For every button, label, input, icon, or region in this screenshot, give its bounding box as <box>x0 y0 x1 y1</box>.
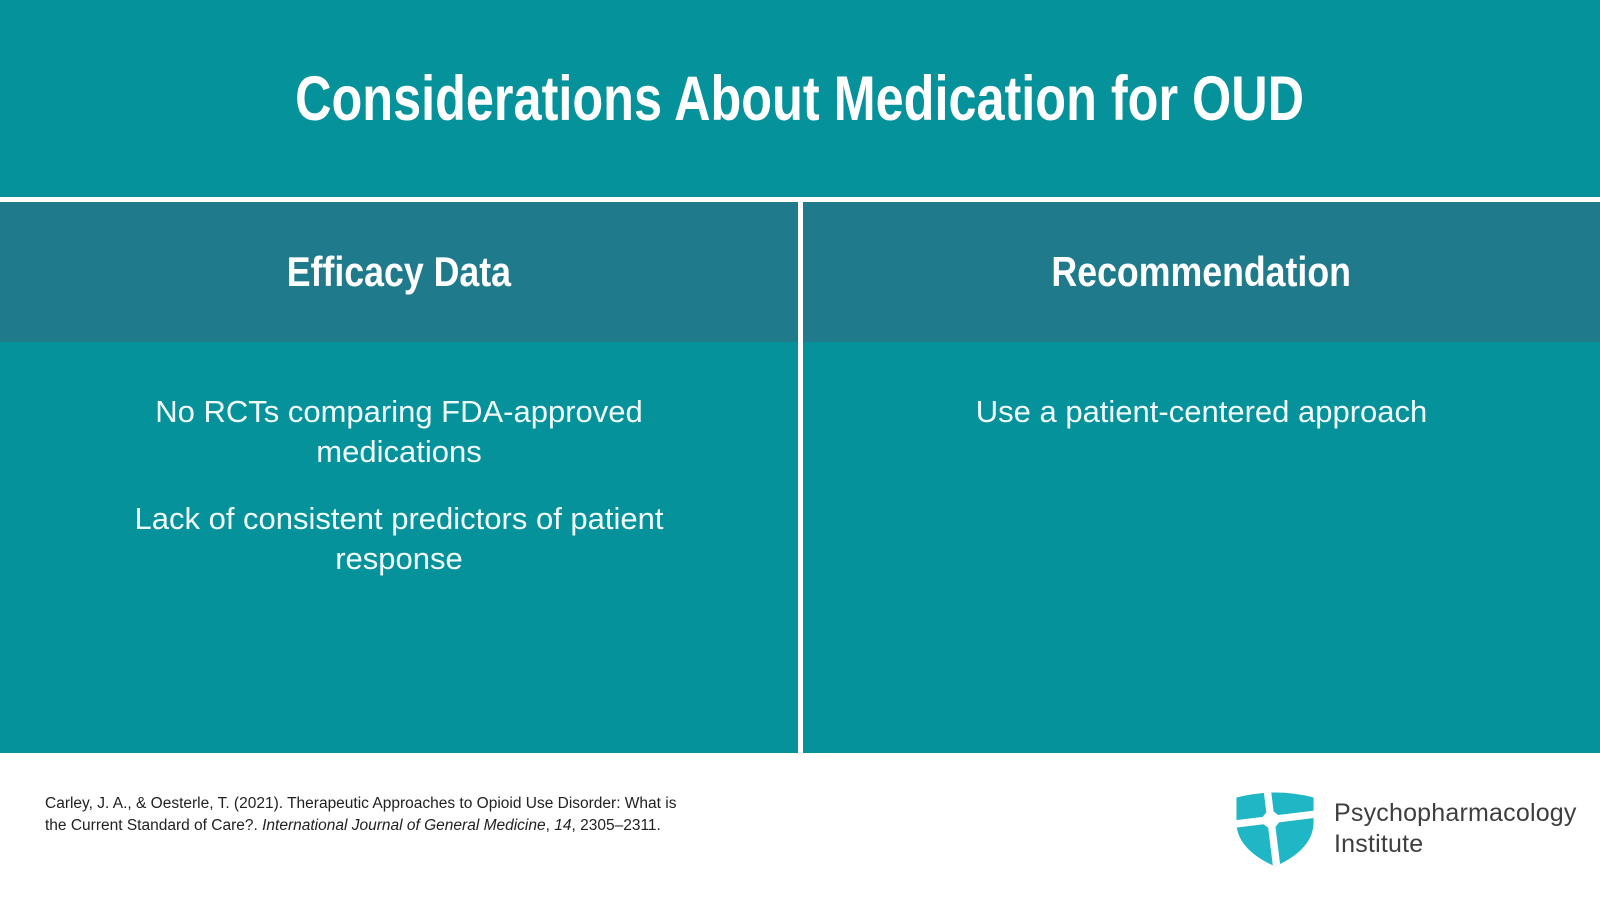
column-divider <box>798 202 803 753</box>
table-column-recommendation: Recommendation Use a patient-centered ap… <box>803 202 1600 753</box>
organization-logo: Psychopharmacology Institute <box>1234 785 1577 869</box>
table-cell-efficacy-data: No RCTs comparing FDA-approved medicatio… <box>0 342 798 753</box>
citation-line-2-plain: the Current Standard of Care?. <box>45 817 263 834</box>
efficacy-item-1-line-2: medications <box>316 434 482 470</box>
shield-cross-icon <box>1236 792 1314 867</box>
citation-separator: , <box>545 817 555 834</box>
table-cell-recommendation: Use a patient-centered approach <box>803 342 1600 753</box>
citation-pages: , 2305–2311. <box>571 817 661 834</box>
slide-footer: Carley, J. A., & Oesterle, T. (2021). Th… <box>0 753 1600 899</box>
citation: Carley, J. A., & Oesterle, T. (2021). Th… <box>45 793 695 837</box>
efficacy-item-2-line-1: Lack of consistent predictors of patient <box>134 500 664 536</box>
page-title: Considerations About Medication for OUD <box>295 63 1305 134</box>
organization-name: Psychopharmacology Institute <box>1334 785 1577 859</box>
organization-name-line-1: Psychopharmacology <box>1334 799 1577 827</box>
table-column-efficacy-data: Efficacy Data No RCTs comparing FDA-appr… <box>0 202 798 753</box>
recommendation-item-1-line-1: Use a patient-centered approach <box>975 394 1428 429</box>
citation-line-1: Carley, J. A., & Oesterle, T. (2021). Th… <box>45 795 677 812</box>
table-header-recommendation: Recommendation <box>803 202 1600 342</box>
recommendation-item-1: Use a patient-centered approach <box>803 392 1600 432</box>
citation-journal-name: International Journal of General Medicin… <box>262 817 546 834</box>
table-header-efficacy-data-label: Efficacy Data <box>286 248 512 295</box>
efficacy-item-1-line-1: No RCTs comparing FDA-approved <box>155 394 643 429</box>
comparison-table: Efficacy Data No RCTs comparing FDA-appr… <box>0 197 1600 753</box>
organization-name-line-2: Institute <box>1334 829 1424 858</box>
table-header-efficacy-data: Efficacy Data <box>0 202 798 342</box>
efficacy-item-1: No RCTs comparing FDA-approved medicatio… <box>0 392 798 473</box>
citation-volume: 14 <box>554 817 572 834</box>
efficacy-item-2: Lack of consistent predictors of patient… <box>0 499 798 580</box>
slide-header: Considerations About Medication for OUD <box>0 0 1600 197</box>
efficacy-item-2-line-2: response <box>335 540 463 576</box>
table-header-recommendation-label: Recommendation <box>1051 248 1352 295</box>
